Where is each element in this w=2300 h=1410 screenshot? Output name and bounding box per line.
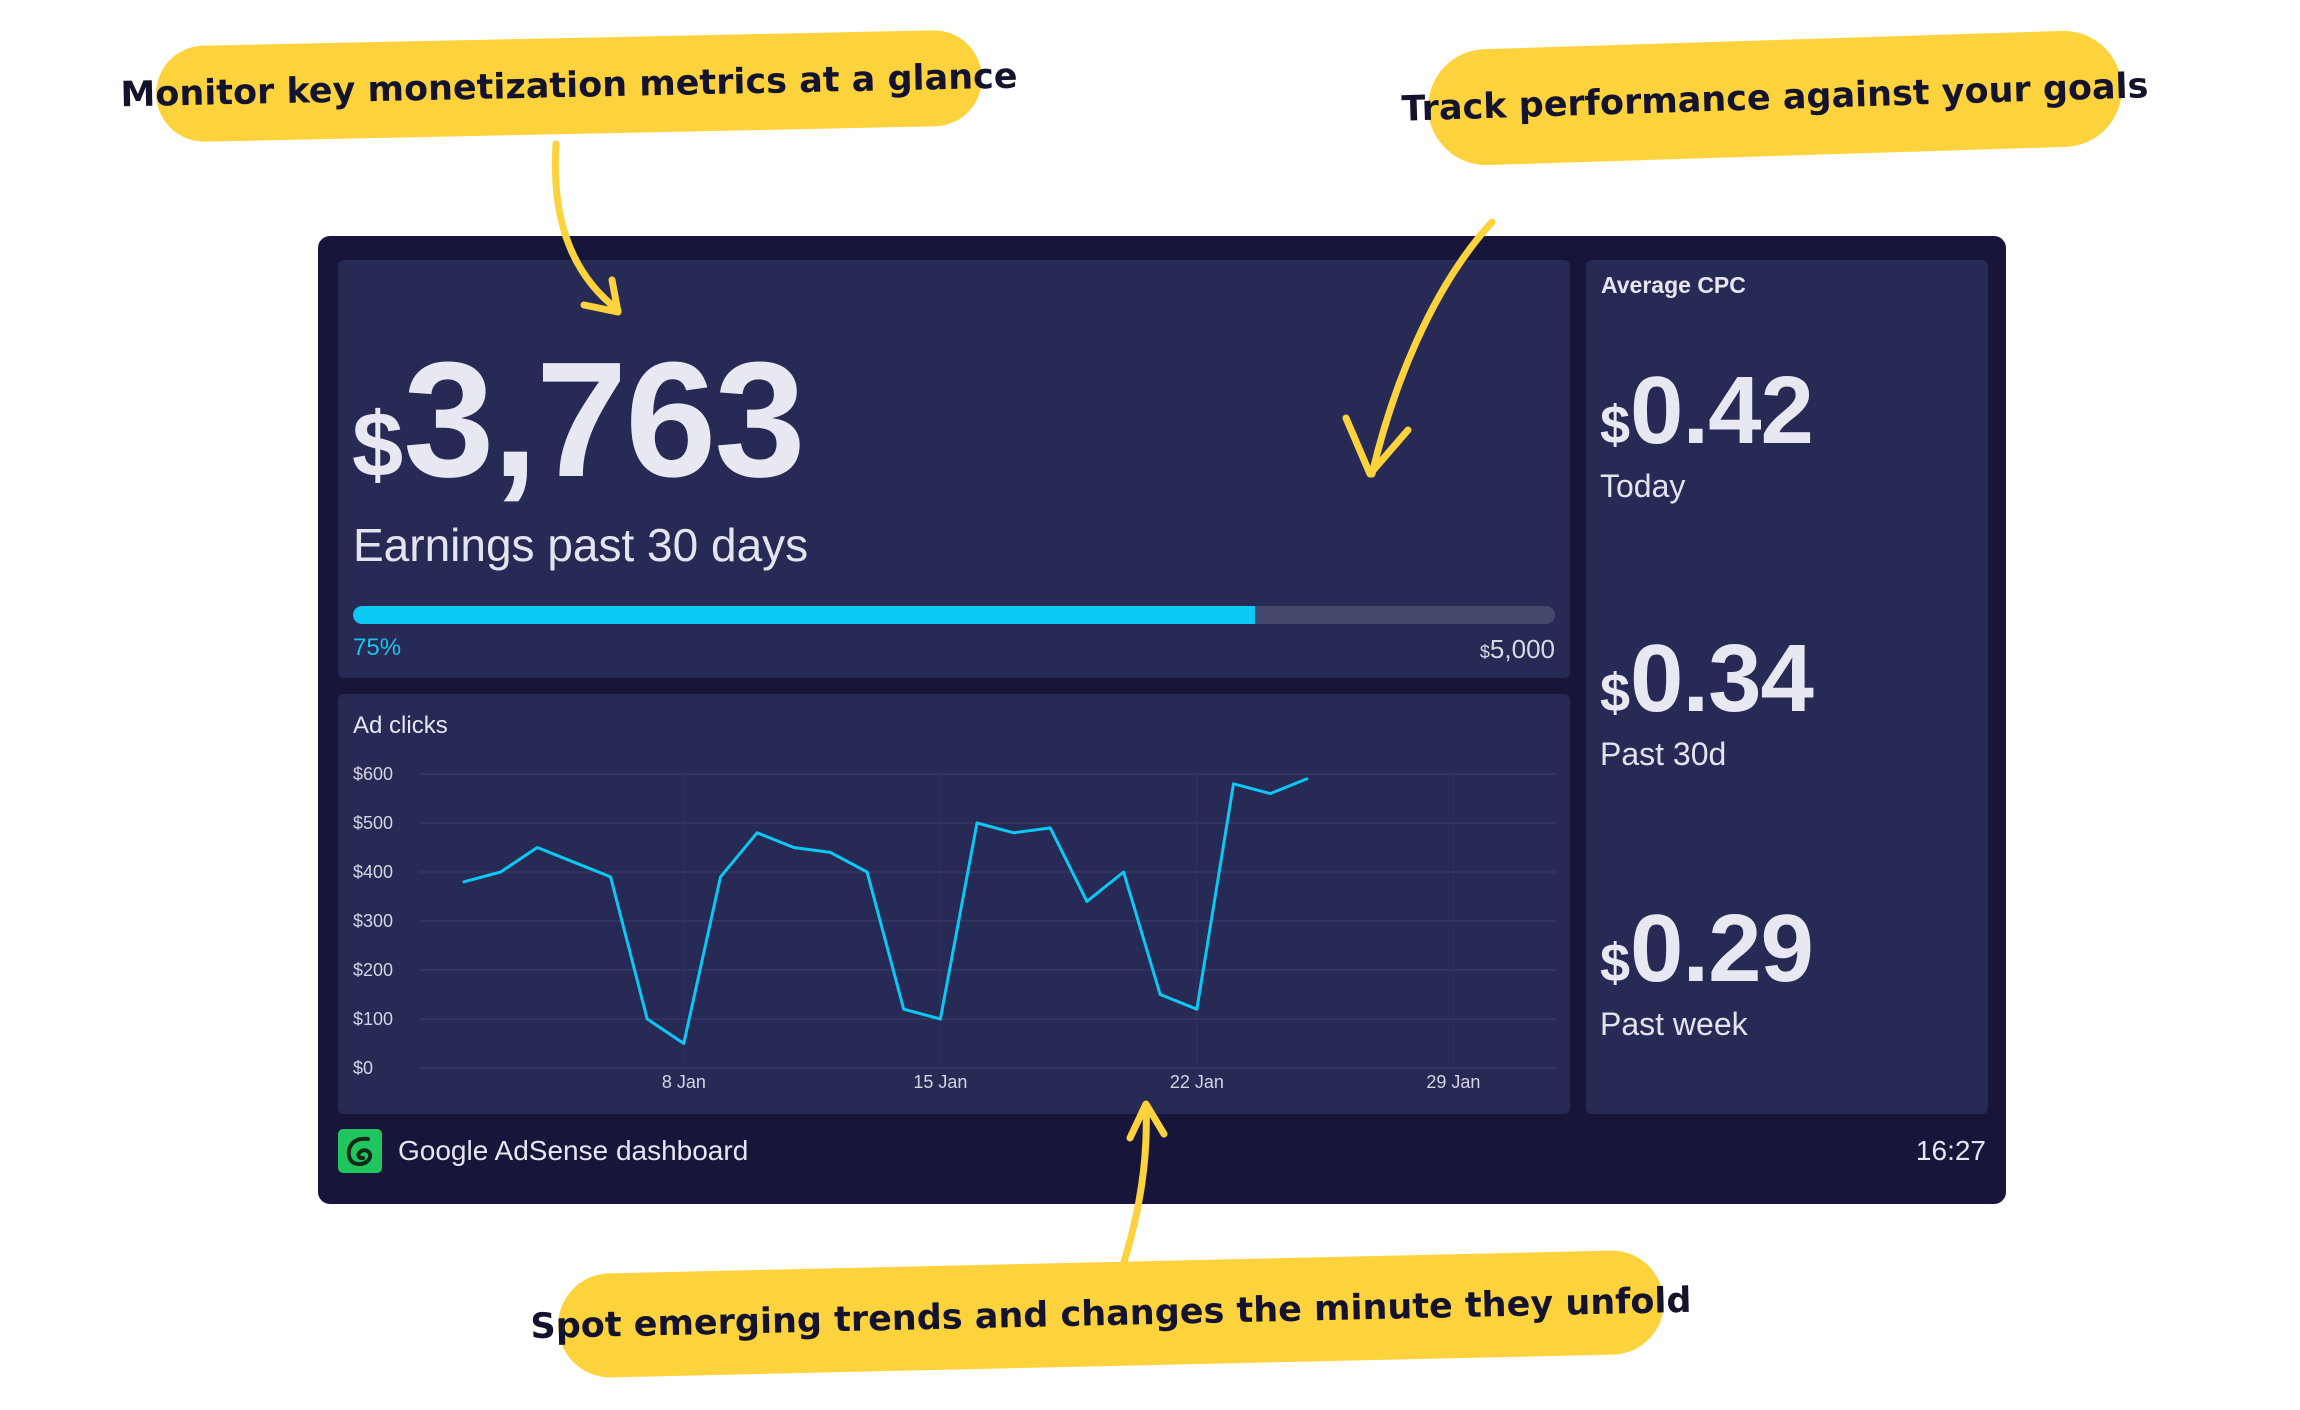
earnings-value: $3,763	[352, 338, 806, 502]
earnings-goal: $5,000	[1480, 634, 1555, 665]
average-cpc-title: Average CPC	[1601, 272, 1746, 298]
earnings-currency: $	[352, 394, 404, 496]
chart-x-tick-label: 8 Jan	[662, 1072, 706, 1092]
cpc-today-label: Today	[1600, 468, 1686, 504]
chart-y-tick-label: $0	[353, 1058, 373, 1078]
chart-x-tick-label: 15 Jan	[913, 1072, 967, 1092]
chart-y-tick-label: $400	[353, 862, 393, 882]
cpc-past-30d: $0.34 Past 30d	[1600, 624, 1814, 773]
callout-track: Track performance against your goals	[1401, 29, 2149, 167]
cpc-week-currency: $	[1600, 933, 1631, 993]
chart-x-tick-label: 22 Jan	[1170, 1072, 1224, 1092]
earnings-panel: $3,763 Earnings past 30 days 75% $5,000	[338, 260, 1570, 678]
earnings-progress-bar	[353, 606, 1555, 624]
cpc-today-currency: $	[1600, 395, 1631, 455]
cpc-week-value: 0.29	[1630, 895, 1814, 1002]
dashboard-time: 16:27	[1915, 1135, 1986, 1166]
dashboard-title: Google AdSense dashboard	[398, 1135, 749, 1166]
earnings-label: Earnings past 30 days	[353, 519, 809, 571]
goal-amount: 5,000	[1489, 634, 1555, 664]
callout-spot: Spot emerging trends and changes the min…	[530, 1249, 1692, 1379]
callout-monitor: Monitor key monetization metrics at a gl…	[120, 29, 1018, 143]
dashboard-frame: $3,763 Earnings past 30 days 75% $5,000 …	[318, 236, 2006, 1204]
average-cpc-panel: Average CPC $0.42 Today $0.34 Past 30d $…	[1586, 260, 1988, 1114]
earnings-amount: 3,763	[403, 328, 805, 511]
chart-y-tick-label: $600	[353, 764, 393, 784]
chart-y-tick-label: $300	[353, 911, 393, 931]
ad-clicks-panel: Ad clicks $0 $100 $200 $300 $400 $500 $600 8 Ja…	[338, 694, 1570, 1114]
chart-y-tick-label: $200	[353, 960, 393, 980]
chart-x-tick-label: 29 Jan	[1426, 1072, 1480, 1092]
chart-y-tick-label: $500	[353, 813, 393, 833]
cpc-past-week: $0.29 Past week	[1600, 894, 1814, 1043]
goal-currency: $	[1479, 642, 1490, 662]
ad-clicks-title: Ad clicks	[353, 712, 448, 739]
cpc-30d-value: 0.34	[1630, 625, 1814, 732]
chart-y-tick-label: $100	[353, 1009, 393, 1029]
earnings-progress-fill	[353, 606, 1255, 624]
cpc-today-value: 0.42	[1630, 357, 1814, 464]
cpc-today: $0.42 Today	[1600, 356, 1814, 505]
ad-clicks-chart: $0 $100 $200 $300 $400 $500 $600 8 Jan 15 Jan 22 …	[353, 764, 1556, 1092]
dashboard-logo-icon	[338, 1129, 382, 1173]
cpc-30d-currency: $	[1600, 663, 1631, 723]
ad-clicks-series-line	[462, 777, 1309, 1045]
earnings-progress-percent: 75%	[353, 634, 402, 661]
cpc-week-label: Past week	[1600, 1006, 1748, 1042]
cpc-30d-label: Past 30d	[1600, 736, 1727, 772]
